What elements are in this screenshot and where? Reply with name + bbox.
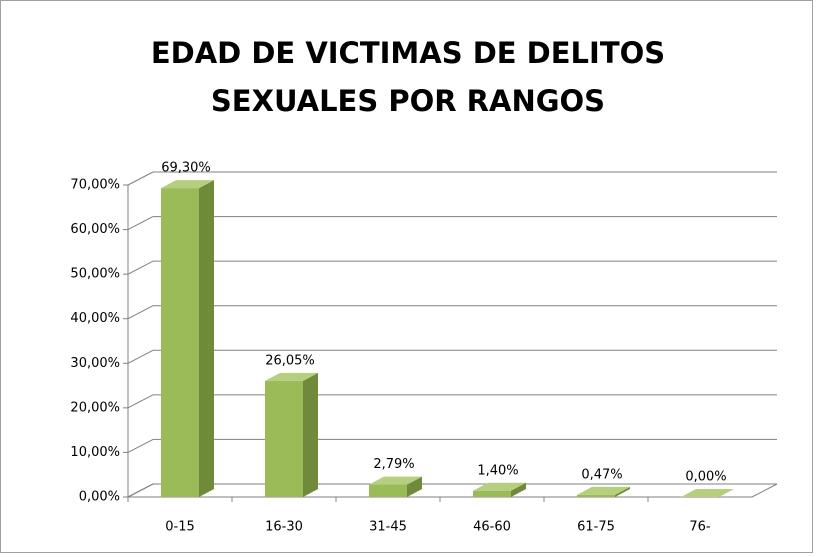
grid-line [127, 483, 154, 498]
bar [161, 188, 199, 497]
bar [265, 380, 303, 497]
grid-line [127, 171, 154, 186]
x-tick-label: 0-15 [165, 520, 195, 535]
bar-top [473, 482, 526, 491]
bar-top [369, 476, 422, 485]
grid-line [127, 305, 154, 320]
bar [473, 490, 511, 497]
data-label: 0,00% [685, 470, 726, 485]
bar-top [265, 372, 318, 381]
x-tick-label: 16-30 [265, 520, 303, 535]
y-tick-label: 20,00% [70, 400, 120, 415]
y-tick-label: 40,00% [70, 311, 120, 326]
chart-title: SEXUALES POR RANGOS [211, 84, 605, 118]
grid-line [127, 260, 154, 275]
bar [577, 494, 615, 497]
bar-side [407, 476, 422, 497]
grid-line [127, 349, 154, 364]
y-tick-label: 10,00% [70, 445, 120, 460]
grid-line [127, 394, 154, 409]
y-tick-label: 60,00% [70, 222, 120, 237]
data-label: 69,30% [161, 161, 211, 176]
bar-side [615, 486, 630, 497]
x-tick-label: 76- [689, 520, 711, 535]
chart-title: EDAD DE VICTIMAS DE DELITOS [151, 36, 665, 70]
y-tick-label: 70,00% [70, 178, 120, 193]
x-tick-label: 46-60 [473, 520, 511, 535]
grid-line [127, 216, 154, 231]
bar-side [303, 372, 318, 497]
data-label: 26,05% [265, 353, 315, 368]
y-tick-label: 50,00% [70, 267, 120, 282]
data-label: 1,40% [477, 463, 518, 478]
y-tick-label: 0,00% [79, 490, 120, 505]
bar-side [511, 482, 526, 497]
bar-top [161, 180, 214, 189]
x-tick-label: 31-45 [369, 520, 407, 535]
data-label: 2,79% [373, 457, 414, 472]
bar-top [577, 486, 630, 495]
grid-line [127, 438, 154, 453]
bar-side [199, 180, 214, 497]
data-label: 0,47% [581, 467, 622, 482]
x-tick-label: 61-75 [577, 520, 615, 535]
bar [369, 484, 407, 497]
y-tick-label: 30,00% [70, 356, 120, 371]
bar-top [681, 489, 734, 497]
